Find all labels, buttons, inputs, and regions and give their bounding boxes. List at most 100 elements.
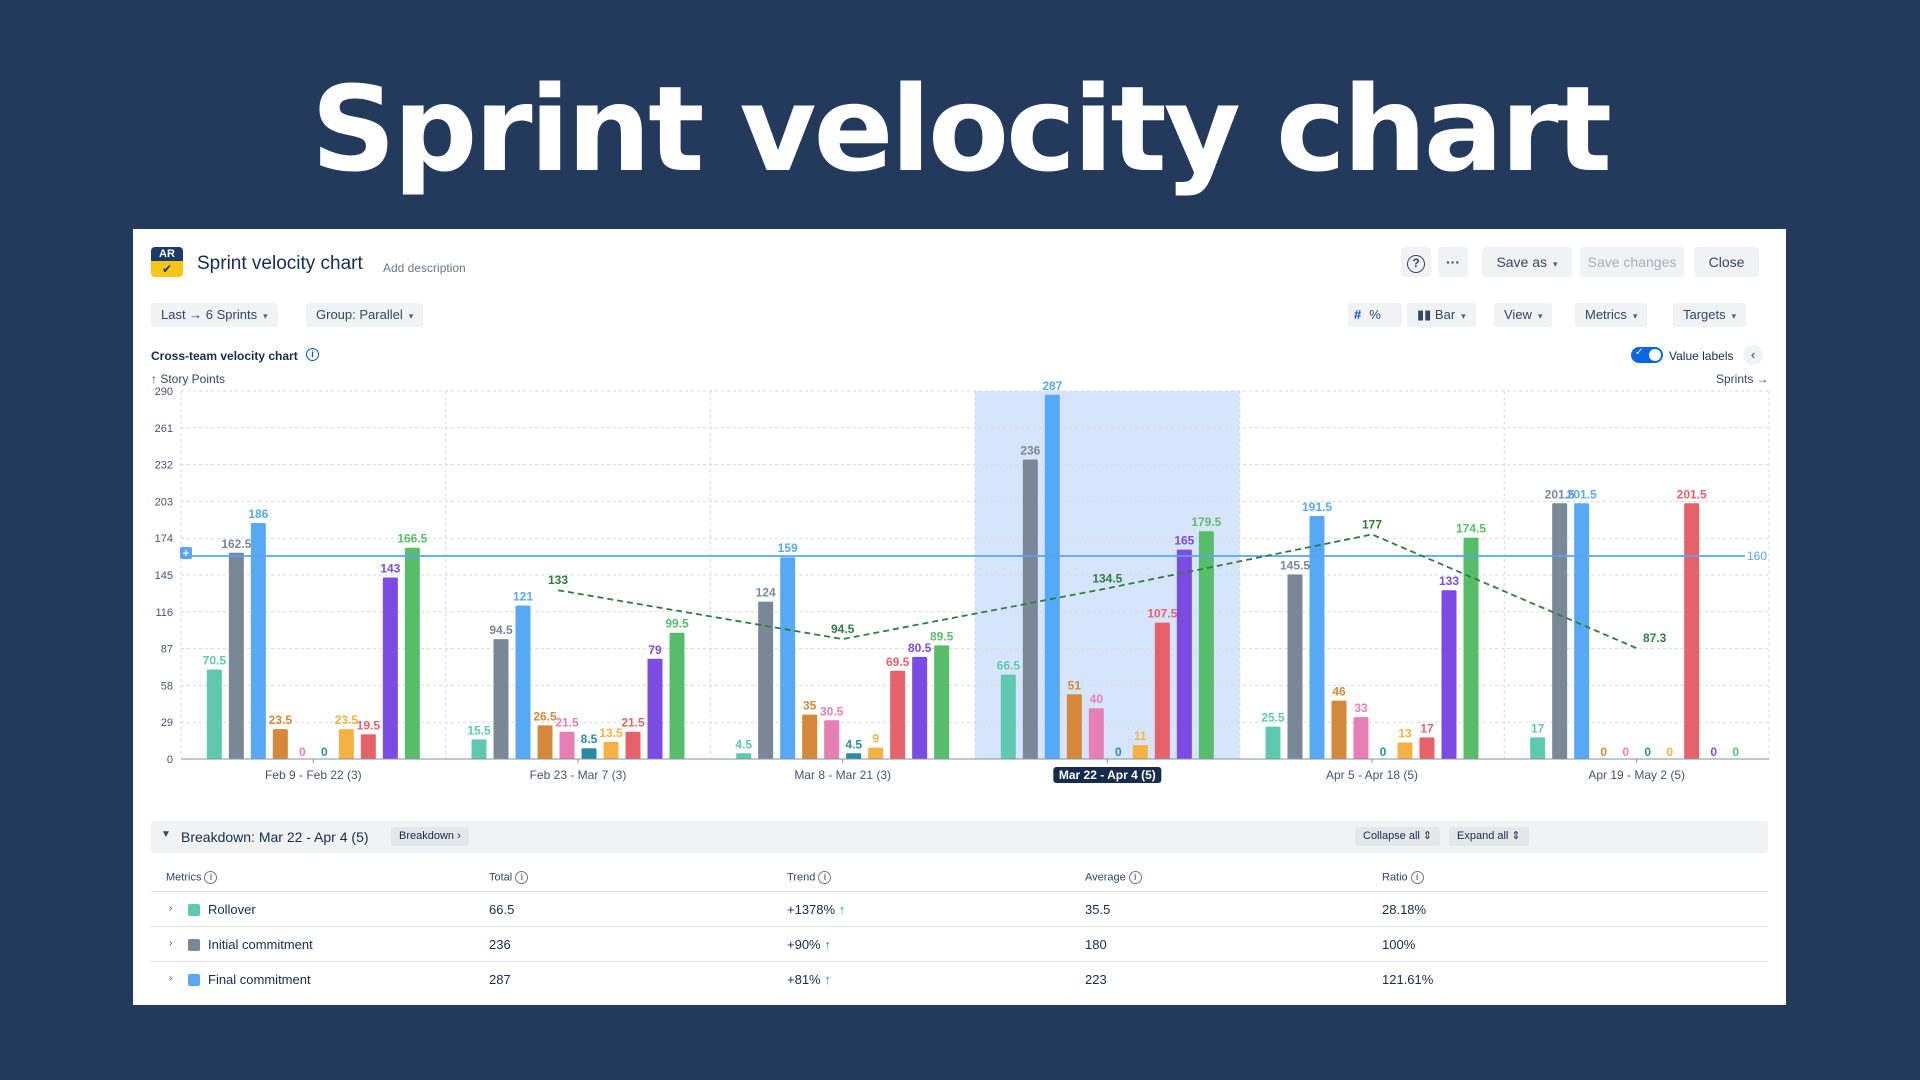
breakdown-button[interactable]: Breakdown › [391,827,469,846]
breakdown-button-label: Breakdown [399,830,455,842]
bar [669,632,685,759]
bar [272,729,288,759]
bar [603,741,619,759]
bar [802,714,818,759]
y-tick-label: 29 [161,717,173,729]
bar [1287,574,1303,759]
bar [404,547,420,759]
value-labels-toggle[interactable]: ✓ [1631,347,1663,363]
info-icon[interactable]: i [818,871,832,884]
bar-value-label: 0 [1600,745,1607,759]
info-icon[interactable]: i [515,871,529,884]
bar-value-label: 191.5 [1302,500,1332,514]
y-tick-label: 203 [155,496,173,508]
bar-value-label: 162.5 [221,537,251,551]
chevron-right-icon[interactable]: › [169,938,173,949]
bar [360,734,376,759]
hash-icon[interactable]: # [1354,307,1362,322]
bar-value-label: 23.5 [335,713,359,727]
table-row[interactable]: › Initial commitment 236 +90% ↑ 180 100% [151,926,1768,961]
bar [1574,503,1590,759]
bar [736,753,752,759]
bar-value-label: 174.5 [1456,522,1486,536]
y-axis-unit: ↑ Story Points [151,372,226,386]
column-header-metrics: Metrics i [166,871,218,884]
bar-value-label: 121 [513,589,533,603]
metric-trend: +1378% ↑ [787,902,845,917]
chevron-down-icon: ▾ [1553,259,1558,269]
view-dropdown[interactable]: View ▾ [1494,303,1553,327]
bar-value-label: 0 [1710,745,1717,759]
check-icon: ✓ [1635,347,1644,358]
table-row[interactable]: › Final commitment 287 +81% ↑ 223 121.61… [151,961,1768,996]
bar-value-label: 124 [756,586,776,600]
info-icon[interactable]: i [204,871,218,884]
bar-value-label: 19.5 [357,718,381,732]
add-description-link[interactable]: Add description [383,261,466,275]
targets-dropdown[interactable]: Targets ▾ [1673,303,1747,327]
bar [1331,700,1347,759]
app-logo: AR ✔ [151,247,183,277]
chevron-right-icon[interactable]: › [169,903,173,914]
bar-value-label: 13 [1398,727,1412,741]
info-icon[interactable]: i [1410,871,1424,884]
column-header-label: Trend [787,871,816,884]
bar-value-label: 89.5 [930,629,954,643]
metric-color-swatch [188,974,200,986]
bar-value-label: 94.5 [489,623,513,637]
bar [206,669,222,759]
y-tick-label: 87 [161,644,173,656]
bar [581,748,597,759]
targets-label: Targets [1683,307,1726,322]
bar [338,729,354,759]
bar-value-label: 107.5 [1147,607,1177,621]
group-dropdown[interactable]: Group: Parallel ▾ [306,303,424,327]
bar-value-label: 201.5 [1567,487,1597,501]
bar [758,601,774,759]
bar-value-label: 133 [1439,574,1459,588]
bar-value-label: 143 [380,562,400,576]
info-icon[interactable]: i [1128,871,1142,884]
bar [250,522,266,759]
bar [1132,745,1148,759]
expand-all-button[interactable]: Expand all ⇕ [1449,827,1529,846]
column-header-label: Average [1085,871,1126,884]
save-as-button[interactable]: Save as ▾ [1482,247,1572,277]
help-button[interactable]: ? [1401,247,1431,277]
bar-value-label: 0 [299,745,306,759]
bar [1397,742,1413,759]
bar [1154,622,1170,759]
add-target-plus: + [183,548,189,560]
target-line-label: 160 [1747,549,1767,563]
metrics-dropdown[interactable]: Metrics ▾ [1575,303,1648,327]
bar-value-label: 17 [1420,721,1434,735]
column-header-average: Average i [1085,871,1142,884]
velocity-chart: 0 29 58 87 116 145 174 203 232 261 290 70.5 162.5 186… [155,379,1770,783]
bar [647,658,663,759]
close-button[interactable]: Close [1694,247,1759,277]
chevron-right-icon[interactable]: › [169,973,173,984]
arrow-up-icon: ↑ [824,972,831,987]
bar-value-label: 179.5 [1191,515,1221,529]
chevron-down-icon: ▾ [1537,311,1543,321]
save-changes-button[interactable]: Save changes [1580,247,1684,277]
bar-value-label: 4.5 [845,737,862,751]
selected-x-label-badge [1053,767,1162,783]
group-label: Group: Parallel [316,307,403,322]
more-button[interactable]: ··· [1438,247,1468,277]
bar-value-label: 8.5 [581,732,598,746]
chart-type-dropdown[interactable]: ▮▮ Bar ▾ [1407,303,1476,327]
collapse-all-button[interactable]: Collapse all ⇕ [1355,827,1441,846]
column-header-label: Total [489,871,513,884]
metric-total: 287 [489,972,511,987]
percent-icon[interactable]: % [1369,307,1381,322]
value-format-toggle[interactable]: #% [1348,303,1402,327]
chevron-down-icon[interactable]: ▼ [161,829,171,840]
arrow-up-icon: ↑ [838,902,846,917]
chevron-down-icon: ▾ [1731,311,1737,321]
sprint-range-dropdown[interactable]: Last → 6 Sprints ▾ [151,303,278,327]
bar [228,552,244,759]
table-row[interactable]: › Rollover 66.5 +1378% ↑ 35.5 28.18% [151,891,1768,926]
chevron-left-icon[interactable]: ‹ [1743,345,1763,365]
info-icon[interactable]: i [306,348,319,361]
